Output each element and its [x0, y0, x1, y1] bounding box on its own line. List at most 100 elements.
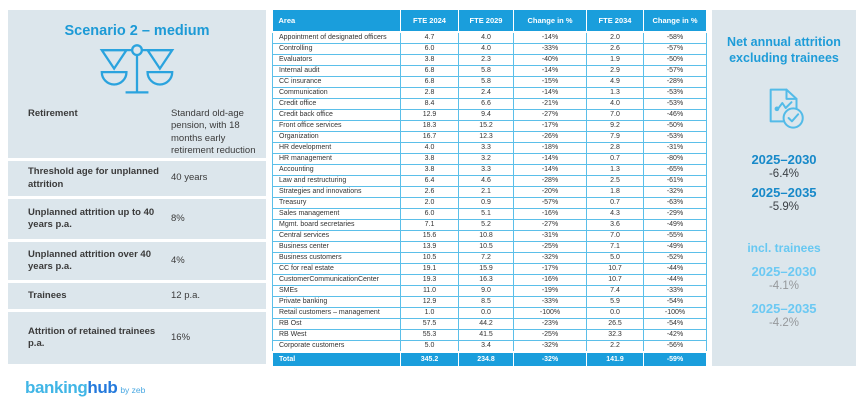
table-row: Controlling 6.0 4.0 -33% 2.6 -57%	[272, 43, 707, 55]
scenario-row-unplanned-over-40: Unplanned attrition over 40 years p.a. 4…	[8, 242, 266, 280]
value-cell: -17%	[513, 263, 587, 275]
table-row: Corporate customers 5.0 3.4 -32% 2.2 -56%	[272, 340, 707, 353]
value-cell: 11.0	[400, 285, 459, 297]
table-row: Business center 13.9 10.5 -25% 7.1 -49%	[272, 241, 707, 253]
scenario-row-value: Standard old-age pension, with 18 months…	[171, 108, 256, 157]
area-cell: CC for real estate	[272, 263, 401, 275]
total-fte-2029: 234.8	[458, 351, 514, 367]
value-cell: 5.0	[400, 340, 459, 353]
scenario-main-section: Scenario 2 – medium Retirement Standard …	[8, 10, 266, 158]
value-cell: -33%	[643, 285, 707, 297]
value-cell: 2.2	[586, 340, 644, 353]
value-cell: 7.0	[586, 109, 644, 121]
value-cell: 2.5	[586, 175, 644, 187]
value-cell: -63%	[643, 197, 707, 209]
value-cell: 2.4	[458, 87, 514, 99]
total-label: Total	[272, 351, 401, 367]
value-cell: 8.5	[458, 296, 514, 308]
value-cell: -100%	[513, 307, 587, 319]
value-cell: 7.4	[586, 285, 644, 297]
value-incl-2025-2035: -4.2%	[768, 316, 800, 329]
scenario-panel: Scenario 2 – medium Retirement Standard …	[8, 10, 266, 364]
value-cell: -15%	[513, 76, 587, 88]
value-cell: -58%	[643, 31, 707, 44]
value-cell: -49%	[643, 241, 707, 253]
scenario-row-value: 4%	[171, 254, 185, 266]
value-cell: -50%	[643, 54, 707, 66]
summary-title: Net annual attrition excluding trainees	[727, 35, 841, 66]
value-cell: 15.9	[458, 263, 514, 275]
value-cell: 41.5	[458, 329, 514, 341]
value-cell: 7.9	[586, 131, 644, 143]
value-cell: -32%	[643, 186, 707, 198]
value-cell: -57%	[643, 65, 707, 77]
value-cell: 7.1	[400, 219, 459, 231]
value-cell: 8.4	[400, 98, 459, 110]
value-cell: -57%	[513, 197, 587, 209]
value-cell: -32%	[513, 252, 587, 264]
area-cell: Retail customers – management	[272, 307, 401, 319]
scenario-row-value: 12 p.a.	[171, 289, 201, 301]
value-cell: -29%	[643, 208, 707, 220]
value-cell: 1.8	[586, 186, 644, 198]
value-cell: -80%	[643, 153, 707, 165]
value-cell: -27%	[513, 109, 587, 121]
value-cell: 9.4	[458, 109, 514, 121]
area-cell: CC insurance	[272, 76, 401, 88]
value-cell: 3.4	[458, 340, 514, 353]
value-cell: -54%	[643, 318, 707, 330]
table-row: Accounting 3.8 3.3 -14% 1.3 -65%	[272, 164, 707, 176]
scenario-row-label: Attrition of retained trainees p.a.	[28, 325, 156, 349]
value-cell: 5.2	[458, 219, 514, 231]
table-row: Retail customers – management 1.0 0.0 -100%…	[272, 307, 707, 319]
scenario-row-value: 8%	[171, 212, 185, 224]
area-cell: Internal audit	[272, 65, 401, 77]
area-cell: Controlling	[272, 43, 401, 55]
value-cell: 10.8	[458, 230, 514, 242]
value-cell: 9.0	[458, 285, 514, 297]
value-cell: 6.8	[400, 65, 459, 77]
value-cell: 0.7	[586, 197, 644, 209]
area-cell: Treasury	[272, 197, 401, 209]
area-cell: Central services	[272, 230, 401, 242]
value-cell: 55.3	[400, 329, 459, 341]
value-cell: -31%	[643, 142, 707, 154]
value-cell: 12.3	[458, 131, 514, 143]
scenario-row-label: Trainees	[28, 289, 67, 301]
table-row: Treasury 2.0 0.9 -57% 0.7 -63%	[272, 197, 707, 209]
table-row: Organization 16.7 12.3 -26% 7.9 -53%	[272, 131, 707, 143]
value-cell: -100%	[643, 307, 707, 319]
value-cell: 2.8	[400, 87, 459, 99]
value-cell: -53%	[643, 98, 707, 110]
report-check-icon	[712, 83, 856, 138]
value-cell: 4.0	[458, 31, 514, 44]
value-cell: -55%	[643, 230, 707, 242]
scenario-title: Scenario 2 – medium	[64, 23, 210, 39]
area-cell: Corporate customers	[272, 340, 401, 353]
area-cell: RB Ost	[272, 318, 401, 330]
scenario-row-retained-trainees: Attrition of retained trainees p.a. 16%	[8, 312, 266, 364]
scenario-row-value: 40 years	[171, 172, 208, 184]
value-cell: 2.6	[400, 186, 459, 198]
value-cell: -19%	[513, 285, 587, 297]
incl-trainees-label: incl. trainees	[747, 240, 821, 255]
value-cell: -33%	[513, 43, 587, 55]
area-cell: Organization	[272, 131, 401, 143]
area-cell: Strategies and innovations	[272, 186, 401, 198]
value-cell: -14%	[513, 65, 587, 77]
value-cell: -57%	[643, 43, 707, 55]
value-cell: 5.1	[458, 208, 514, 220]
value-cell: 16.3	[458, 274, 514, 286]
scenario-row-label: Unplanned attrition over 40 years p.a.	[28, 248, 151, 272]
area-cell: Appointment of designated officers	[272, 31, 401, 44]
value-cell: 44.2	[458, 318, 514, 330]
value-cell: 10.5	[458, 241, 514, 253]
area-cell: Mgmt. board secretaries	[272, 219, 401, 231]
value-cell: 19.1	[400, 263, 459, 275]
value-cell: 6.0	[400, 208, 459, 220]
value-cell: 0.9	[458, 197, 514, 209]
value-cell: 3.8	[400, 153, 459, 165]
table-row: RB Ost 57.5 44.2 -23% 26.5 -54%	[272, 318, 707, 330]
table-row: Evaluators 3.8 2.3 -40% 1.9 -50%	[272, 54, 707, 66]
value-cell: -21%	[513, 98, 587, 110]
